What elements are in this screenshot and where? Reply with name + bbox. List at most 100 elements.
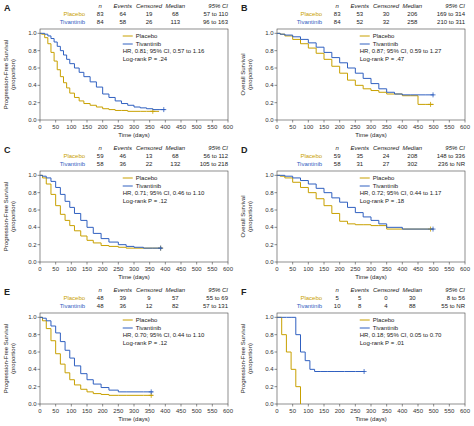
- y-tick-label: 0.0: [265, 117, 274, 123]
- annotation: HR, 0.71; 95% CI, 0.46 to 1.10: [123, 190, 205, 196]
- y-axis-label-line: (proportion): [10, 201, 16, 232]
- table-header: Censored: [136, 3, 163, 9]
- survival-curve: [40, 33, 165, 109]
- x-tick-label: 0: [38, 124, 42, 130]
- table-cell: 13: [146, 153, 153, 159]
- y-axis-label-line: Progression-Free Survival: [240, 324, 246, 393]
- plot-frame: [277, 313, 465, 404]
- y-tick-label: 0.8: [265, 190, 274, 196]
- table-cell: 68: [172, 153, 179, 159]
- table-cell: 24: [383, 153, 390, 159]
- x-tick: [149, 120, 150, 123]
- table-header: n: [98, 287, 102, 293]
- x-tick-label: 500: [429, 266, 440, 272]
- y-tick: [275, 244, 278, 245]
- x-tick-label: 400: [160, 266, 171, 272]
- x-tick: [277, 404, 278, 407]
- x-tick: [165, 120, 166, 123]
- y-tick-label: 0.2: [28, 100, 37, 106]
- y-tick-label: 0.6: [265, 65, 274, 71]
- panel: A0501001502002503003504004505005506000.0…: [3, 3, 234, 138]
- table-cell: 58: [97, 161, 104, 167]
- y-tick: [38, 210, 41, 211]
- table-cell: 96 to 163: [203, 19, 229, 25]
- x-tick-label: 450: [176, 266, 187, 272]
- legend-label: Tivantinib: [373, 325, 399, 331]
- x-tick: [87, 120, 88, 123]
- x-tick: [102, 120, 103, 123]
- y-tick-label: 0.4: [28, 82, 37, 88]
- y-tick: [38, 227, 41, 228]
- x-tick-label: 450: [413, 124, 424, 130]
- y-axis-label-line: (proportion): [247, 201, 253, 232]
- y-tick-label: 1.0: [265, 172, 274, 178]
- panel-label: A: [4, 3, 11, 13]
- x-tick-label: 300: [366, 124, 377, 130]
- y-tick-label: 0.0: [28, 117, 37, 123]
- censor-mark: [149, 389, 154, 394]
- x-tick: [433, 404, 434, 407]
- figure: A0501001502002503003504004505005506000.0…: [0, 0, 474, 426]
- table-header: n: [98, 145, 102, 151]
- table-cell: 59: [334, 153, 341, 159]
- x-tick-label: 450: [176, 408, 187, 414]
- y-tick: [275, 102, 278, 103]
- table-cell: 10: [334, 303, 341, 309]
- annotation: Log-rank P = .12: [123, 198, 168, 204]
- x-tick: [355, 262, 356, 265]
- table-row-label: Tivantinib: [60, 19, 86, 25]
- table-header: Censored: [136, 287, 163, 293]
- table-cell: 30: [409, 295, 416, 301]
- table-header: n: [98, 3, 102, 9]
- y-tick: [38, 352, 41, 353]
- y-tick-label: 0.4: [265, 224, 274, 230]
- legend-label: Placebo: [136, 33, 158, 39]
- panel: B0501001502002503003504004505005506000.0…: [240, 3, 471, 138]
- x-tick-label: 550: [444, 408, 455, 414]
- panel-label: D: [241, 145, 248, 155]
- x-tick-label: 350: [145, 124, 156, 130]
- table-cell: 132: [170, 161, 181, 167]
- x-tick: [386, 262, 387, 265]
- y-tick: [38, 317, 41, 318]
- x-tick-label: 450: [176, 124, 187, 130]
- table-cell: 57: [172, 295, 179, 301]
- legend-swatch: [123, 186, 133, 187]
- table-cell: 9: [147, 295, 151, 301]
- x-tick: [433, 120, 434, 123]
- x-tick: [292, 262, 293, 265]
- table-cell: 46: [119, 153, 126, 159]
- panel: F0501001502002503003504004505005506000.0…: [240, 287, 471, 422]
- panel: E0501001502002503003504004505005506000.0…: [3, 287, 234, 422]
- x-tick-label: 200: [335, 266, 346, 272]
- table-header: Events: [114, 3, 132, 9]
- x-tick-label: 550: [207, 266, 218, 272]
- x-tick-label: 50: [289, 266, 296, 272]
- y-tick-label: 0.4: [28, 224, 37, 230]
- y-tick-label: 0.0: [28, 401, 37, 407]
- x-tick-label: 200: [335, 408, 346, 414]
- x-tick-label: 350: [382, 408, 393, 414]
- x-tick: [55, 120, 56, 123]
- x-tick: [196, 120, 197, 123]
- x-tick: [339, 262, 340, 265]
- x-tick: [181, 262, 182, 265]
- x-tick-label: 600: [460, 408, 471, 414]
- legend-label: Placebo: [373, 33, 395, 39]
- table-cell: 58: [119, 19, 126, 25]
- x-tick: [134, 120, 135, 123]
- y-axis-label-line: Progression-Free Survival: [3, 324, 9, 393]
- plot-data: [277, 33, 436, 107]
- table-cell: 32: [383, 19, 390, 25]
- x-tick-label: 550: [207, 124, 218, 130]
- plot-frame: [40, 313, 228, 404]
- y-axis-label: Progression-Free Survival(proportion): [3, 182, 16, 251]
- censor-mark: [158, 246, 163, 251]
- table-header: Events: [351, 3, 369, 9]
- x-tick: [418, 404, 419, 407]
- table-header: n: [335, 3, 339, 9]
- y-tick: [275, 386, 278, 387]
- plot-data: [277, 175, 436, 231]
- table-cell: 57 to 131: [203, 303, 229, 309]
- x-tick-label: 450: [413, 408, 424, 414]
